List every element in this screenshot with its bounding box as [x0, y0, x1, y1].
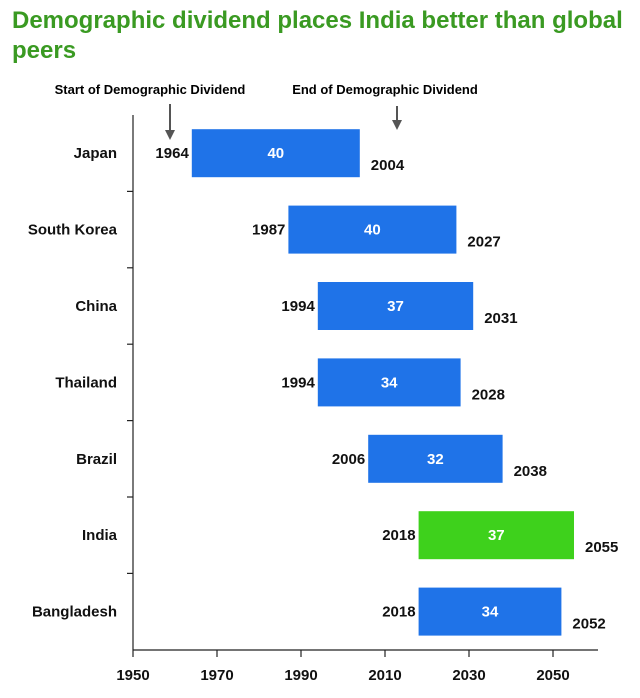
- x-tick-label: 1950: [116, 667, 149, 684]
- duration-label: 37: [387, 298, 404, 315]
- start-year-label: 1994: [281, 374, 315, 391]
- end-year-label: 2038: [514, 463, 547, 480]
- duration-label: 40: [364, 222, 381, 239]
- range-bar: [191, 129, 360, 178]
- duration-label: 32: [427, 451, 444, 468]
- start-year-label: 1987: [252, 222, 285, 239]
- start-annotation-label: Start of Demographic Dividend: [55, 82, 246, 97]
- x-tick-label: 2030: [452, 667, 485, 684]
- x-tick-label: 2050: [536, 667, 569, 684]
- range-bar: [288, 205, 457, 254]
- category-label: Thailand: [55, 374, 117, 391]
- category-label: China: [75, 298, 117, 315]
- category-label: Brazil: [76, 451, 117, 468]
- duration-label: 40: [267, 145, 284, 162]
- category-label: South Korea: [28, 222, 118, 239]
- x-tick-label: 1990: [284, 667, 317, 684]
- range-bar: [368, 434, 503, 483]
- x-tick-label: 1970: [200, 667, 233, 684]
- category-label: India: [82, 527, 118, 544]
- end-year-label: 2004: [371, 157, 405, 174]
- range-bar: [418, 511, 574, 560]
- start-year-label: 2018: [382, 604, 415, 621]
- end-year-label: 2052: [572, 616, 605, 633]
- range-bar: [317, 282, 474, 330]
- duration-label: 34: [381, 374, 398, 391]
- end-year-label: 2028: [472, 386, 505, 403]
- start-year-label: 2006: [332, 451, 365, 468]
- start-year-label: 1994: [281, 298, 315, 315]
- duration-label: 34: [482, 604, 499, 621]
- category-label: Japan: [74, 145, 117, 162]
- duration-label: 37: [488, 527, 505, 544]
- range-bar: [317, 358, 461, 407]
- start-year-label: 1964: [155, 145, 189, 162]
- end-year-label: 2031: [484, 310, 517, 327]
- end-year-label: 2027: [467, 234, 500, 251]
- start-year-label: 2018: [382, 527, 415, 544]
- chart-title: Demographic dividend places India better…: [12, 7, 623, 64]
- category-label: Bangladesh: [32, 604, 117, 621]
- end-year-label: 2055: [585, 539, 618, 556]
- end-arrow-icon: [392, 106, 402, 130]
- end-annotation-label: End of Demographic Dividend: [292, 82, 478, 97]
- range-bar: [418, 587, 562, 636]
- x-tick-label: 2010: [368, 667, 401, 684]
- start-arrow-icon: [165, 104, 175, 140]
